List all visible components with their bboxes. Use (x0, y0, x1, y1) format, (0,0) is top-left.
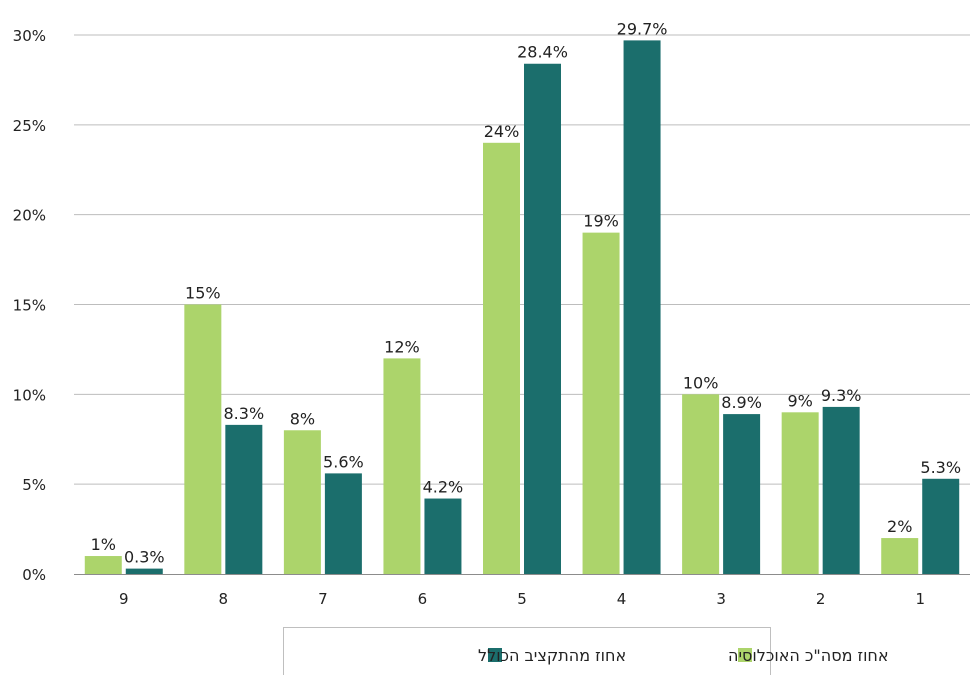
y-tick-label: 20% (13, 207, 46, 225)
bar-budget (424, 498, 462, 574)
legend-swatch-budget (488, 648, 502, 662)
data-label: 28.4% (517, 43, 568, 62)
x-tick-label: 6 (418, 590, 428, 608)
data-label: 15% (185, 284, 221, 303)
bar-population (383, 358, 421, 574)
data-label: 12% (384, 337, 420, 356)
data-label: 8.3% (224, 404, 265, 423)
bar-population (781, 412, 819, 574)
bar-budget (623, 40, 661, 574)
legend-box (283, 627, 771, 675)
y-tick-label: 5% (22, 476, 46, 494)
data-label: 4.2% (423, 478, 464, 497)
data-label: 2% (887, 517, 912, 536)
bar-budget (225, 424, 263, 574)
bars (84, 40, 960, 575)
y-tick-label: 15% (13, 297, 46, 315)
y-axis: 0% 5% 10% 15% 20% 25% 30% (13, 27, 46, 584)
data-label: 8% (290, 409, 315, 428)
bar-budget (822, 406, 860, 574)
bar-budget (324, 473, 362, 574)
data-labels: 1% 0.3% 15% 8.3% 8% 5.6% 12% 4.2% 24% 28.4% 19% 29.… (91, 19, 961, 566)
x-tick-label: 9 (119, 590, 129, 608)
data-label: 0.3% (124, 548, 165, 567)
bar-population (283, 430, 321, 574)
y-tick-label: 30% (13, 27, 46, 45)
data-label: 19% (583, 212, 619, 231)
bar-budget (125, 568, 163, 574)
bar-population (483, 142, 520, 575)
data-label: 24% (484, 122, 520, 141)
data-label: 9% (787, 391, 812, 410)
bar-population (881, 538, 919, 574)
bar-population (184, 304, 222, 574)
bar-population (582, 232, 620, 574)
legend-label-population: אחוז מסה"כ האוכלוסיה (728, 646, 889, 665)
bar-population (84, 556, 122, 574)
x-axis: 9 8 7 6 5 4 3 2 1 (74, 574, 970, 608)
x-tick-label: 8 (219, 590, 229, 608)
data-label: 5.3% (920, 458, 961, 477)
legend-label-budget: אחוז מהתקציב הכולל (478, 646, 626, 665)
x-tick-label: 1 (915, 590, 925, 608)
gridlines (74, 34, 970, 485)
data-label: 10% (683, 373, 719, 392)
x-tick-label: 2 (816, 590, 826, 608)
bar-budget (922, 478, 960, 574)
bar-population (682, 394, 720, 574)
data-label: 29.7% (617, 19, 668, 38)
x-tick-label: 5 (517, 590, 527, 608)
bar-budget (524, 63, 561, 574)
y-tick-label: 0% (22, 566, 46, 584)
x-tick-label: 4 (617, 590, 627, 608)
bar-budget (723, 414, 761, 574)
data-label: 5.6% (323, 452, 364, 471)
y-tick-label: 25% (13, 117, 46, 135)
data-label: 8.9% (721, 393, 762, 412)
data-label: 1% (91, 535, 116, 554)
x-tick-label: 7 (318, 590, 328, 608)
data-label: 9.3% (821, 386, 862, 405)
legend-swatch-population (738, 648, 752, 662)
x-tick-label: 3 (716, 590, 726, 608)
legend: אחוז מסה"כ האוכלוסיה אחוז מהתקציב הכולל (283, 627, 889, 675)
y-tick-label: 10% (13, 386, 46, 404)
